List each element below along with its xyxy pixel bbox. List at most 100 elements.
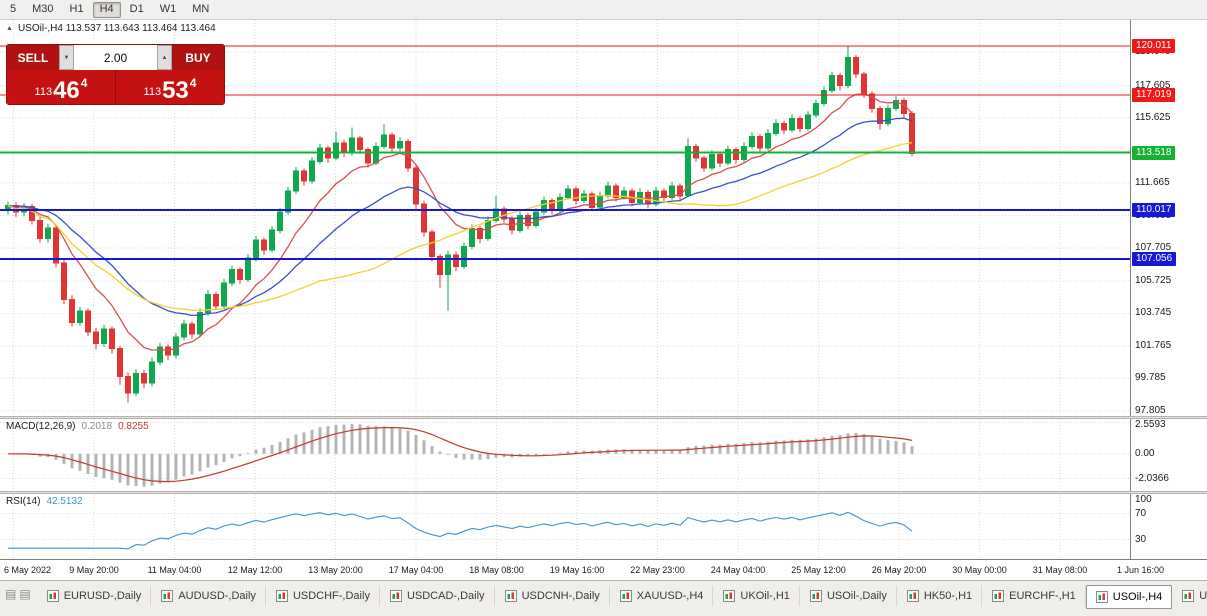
tab-label: EURCHF-,H1 (1009, 590, 1076, 602)
candle (789, 118, 795, 131)
rsi-scale: 100 70 30 (1130, 494, 1207, 559)
tab-label: HK50-,H1 (923, 590, 973, 602)
price-line-badge: 120.011 (1132, 38, 1176, 53)
candle (909, 113, 915, 155)
candle (845, 57, 851, 86)
chart-icon (906, 590, 919, 602)
candle (349, 137, 355, 154)
chart-tab-eurchf-h1[interactable]: EURCHF-,H1 (982, 585, 1086, 607)
timeframe-button-d1[interactable]: D1 (123, 2, 151, 18)
volume-input[interactable]: 2.00 (74, 45, 157, 70)
one-click-order-row: SELL ▼ 2.00 ▲ BUY (7, 45, 224, 70)
chart-icon (619, 590, 632, 602)
candle (333, 142, 339, 159)
candle (541, 200, 547, 213)
chart-list-icon[interactable]: ▤ (5, 587, 17, 601)
volume-increase-button[interactable]: ▲ (157, 45, 172, 70)
chart-icon (723, 590, 736, 602)
candle (197, 311, 203, 335)
chart-icon (275, 590, 288, 602)
sell-price-display[interactable]: 113 46 4 (7, 70, 115, 104)
chart-tab-hk50-h1[interactable]: HK50-,H1 (897, 585, 983, 607)
timeframe-button-h4[interactable]: H4 (92, 1, 121, 18)
pane-splitter[interactable] (0, 416, 1207, 419)
buy-button[interactable]: BUY (172, 45, 224, 70)
candle (69, 298, 75, 323)
tab-bar-left-icons: ▤ ▤ (2, 585, 37, 600)
rsi-value: 42.5132 (46, 496, 83, 507)
time-label: 9 May 20:00 (69, 565, 119, 575)
candle (101, 328, 107, 345)
pane-splitter[interactable] (0, 491, 1207, 494)
price-chart-pane[interactable]: ▲ USOil-,H4 113.537 113.643 113.464 113.… (0, 20, 1130, 416)
chart-icon (504, 590, 517, 602)
candle (493, 208, 499, 221)
macd-label: MACD(12,26,9) 0.2018 0.8255 (6, 421, 149, 432)
candle (701, 157, 707, 169)
candle (813, 103, 819, 116)
chart-icon (389, 590, 402, 602)
candle (501, 208, 507, 220)
symbol-ohlc-text: USOil-,H4 113.537 113.643 113.464 113.46… (17, 23, 216, 34)
candle (125, 376, 131, 394)
bid-pips: 46 (53, 76, 80, 104)
rsi-scale-label: 30 (1135, 533, 1147, 545)
chart-list-icon[interactable]: ▤ (19, 587, 31, 601)
candle (445, 254, 451, 276)
triangle-down-icon: ▼ (63, 54, 70, 61)
macd-name: MACD(12,26,9) (6, 421, 76, 432)
candle (565, 188, 571, 198)
chart-tab-usoil-h4[interactable]: USOil-,H4 (1085, 585, 1173, 609)
buy-price-display[interactable]: 113 53 4 (116, 70, 224, 104)
rsi-scale-label: 100 (1135, 494, 1152, 505)
candle (61, 262, 67, 300)
chart-tab-usdcnh-daily[interactable]: USDCNH-,Daily (495, 585, 610, 607)
candle (341, 142, 347, 154)
tab-label: USDCNH-,Daily (521, 590, 600, 602)
time-label: 17 May 04:00 (388, 565, 444, 575)
macd-scale-label: -2.0366 (1135, 472, 1169, 484)
sell-button[interactable]: SELL (7, 45, 59, 70)
candle (589, 193, 595, 208)
candle (237, 269, 243, 281)
chart-icon (1182, 590, 1195, 602)
rsi-indicator-pane: RSI(14) 42.5132 (0, 494, 1130, 559)
candle (205, 293, 211, 313)
chart-tab-eurusd-daily[interactable]: EURUSD-,Daily (37, 585, 152, 607)
price-tick-label: 103.745 (1135, 307, 1172, 319)
time-label: 25 May 12:00 (791, 565, 846, 575)
chart-tab-xauusd-h4[interactable]: XAUUSD-,H4 (610, 585, 714, 607)
candle (869, 93, 875, 110)
price-tick-label: 105.725 (1135, 274, 1172, 286)
bid-point: 4 (80, 76, 88, 90)
candle (37, 219, 43, 239)
triangle-up-icon: ▲ (161, 54, 168, 61)
chart-tab-ukoil-h4[interactable]: UKOil-,H4 (1172, 585, 1207, 607)
candle (221, 282, 227, 307)
chart-tab-usoil-daily[interactable]: USOil-,Daily (800, 585, 897, 607)
candle (397, 141, 403, 149)
candle (837, 75, 843, 87)
time-label: 30 May 00:00 (952, 565, 1007, 575)
one-click-trading-panel: SELL ▼ 2.00 ▲ BUY 113 46 4 113 (6, 44, 225, 105)
chart-tab-bar: ▤ ▤ EURUSD-,Daily AUDUSD-,Daily USDCHF-,Dail… (0, 580, 1207, 616)
timeframe-button-w1[interactable]: W1 (153, 2, 184, 18)
tab-label: EURUSD-,Daily (63, 590, 142, 602)
chart-icon (809, 590, 822, 602)
timeframe-button-m30[interactable]: M30 (25, 2, 60, 18)
candle (853, 57, 859, 75)
candle (669, 185, 675, 198)
chart-tab-audusd-daily[interactable]: AUDUSD-,Daily (151, 585, 266, 607)
volume-decrease-button[interactable]: ▼ (59, 45, 74, 70)
time-label: 13 May 20:00 (308, 565, 363, 575)
timeframe-button-h1[interactable]: H1 (63, 2, 91, 18)
chart-tab-usdchf-daily[interactable]: USDCHF-,Daily (266, 585, 380, 607)
timeframe-button-mn[interactable]: MN (185, 2, 216, 18)
chart-tab-usdcad-daily[interactable]: USDCAD-,Daily (380, 585, 495, 607)
candle (797, 118, 803, 129)
chart-tab-ukoil-h1[interactable]: UKOil-,H1 (713, 585, 800, 607)
timeframe-button-5[interactable]: 5 (3, 2, 23, 18)
price-tick-label: 101.765 (1135, 339, 1172, 351)
one-click-toggle-icon[interactable]: ▲ (6, 25, 13, 32)
price-line-badge: 110.017 (1132, 203, 1176, 218)
